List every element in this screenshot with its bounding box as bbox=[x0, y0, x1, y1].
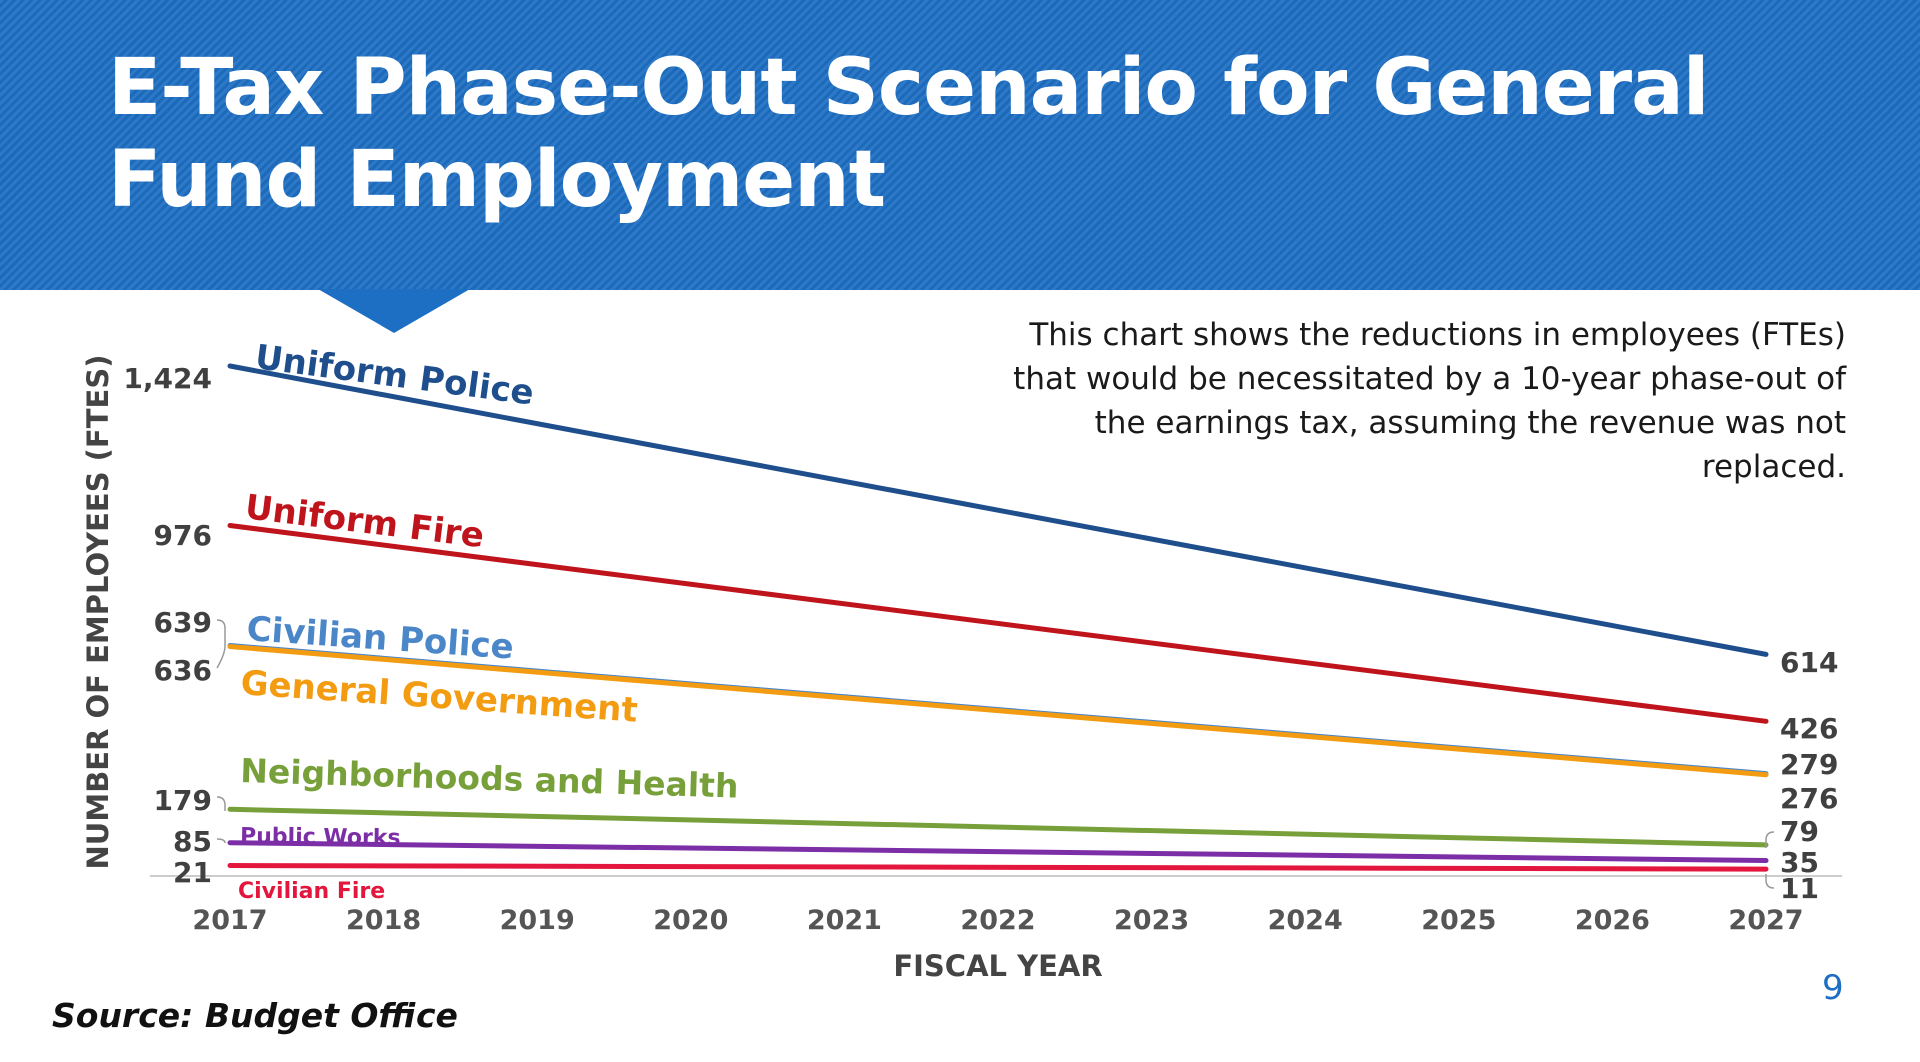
series-line-civilian-fire bbox=[227, 863, 1769, 872]
label-bracket bbox=[1765, 831, 1775, 848]
series-label-uniform-police: Uniform Police bbox=[253, 337, 536, 413]
x-tick-label: 2021 bbox=[807, 905, 882, 936]
start-value-label: 639 bbox=[154, 606, 212, 639]
x-axis-title: FISCAL YEAR bbox=[893, 949, 1102, 983]
x-tick-label: 2022 bbox=[960, 905, 1035, 936]
end-value-label: 614 bbox=[1780, 646, 1838, 679]
series-label-civilian-fire: Civilian Fire bbox=[238, 879, 385, 904]
label-bracket bbox=[1765, 874, 1775, 889]
end-value-label: 279 bbox=[1780, 748, 1838, 781]
label-bracket bbox=[216, 838, 226, 844]
label-bracket bbox=[216, 619, 226, 669]
series-line-uniform-police bbox=[227, 363, 1769, 657]
x-tick-label: 2025 bbox=[1421, 905, 1496, 936]
start-value-label: 21 bbox=[173, 856, 212, 889]
x-tick-label: 2023 bbox=[1114, 905, 1189, 936]
x-tick-label: 2027 bbox=[1728, 905, 1803, 936]
x-tick-label: 2017 bbox=[192, 905, 267, 936]
start-value-label: 636 bbox=[154, 654, 212, 687]
start-value-label: 1,424 bbox=[123, 362, 212, 395]
source-note: Source: Budget Office bbox=[52, 996, 458, 1035]
start-value-label: 976 bbox=[154, 519, 212, 552]
end-value-label: 79 bbox=[1780, 815, 1819, 848]
start-value-label: 85 bbox=[173, 825, 212, 858]
y-axis-title: NUMBER OF EMPLOYEES (FTES) bbox=[81, 355, 115, 870]
series-line-uniform-fire bbox=[227, 523, 1769, 724]
page-number: 9 bbox=[1822, 968, 1844, 1008]
series-label-uniform-fire: Uniform Fire bbox=[243, 487, 486, 556]
series-line-neighborhoods-and-health bbox=[227, 806, 1769, 848]
label-bracket bbox=[216, 796, 226, 811]
start-value-label: 179 bbox=[154, 784, 212, 817]
x-tick-label: 2019 bbox=[500, 905, 575, 936]
series-line-public-works bbox=[227, 840, 1769, 864]
x-tick-label: 2018 bbox=[346, 905, 421, 936]
x-tick-label: 2024 bbox=[1268, 905, 1343, 936]
x-tick-label: 2020 bbox=[653, 905, 728, 936]
series-label-neighborhoods-and-health: Neighborhoods and Health bbox=[240, 751, 739, 806]
title-banner bbox=[0, 0, 1920, 290]
series-label-public-works: Public Works bbox=[240, 824, 401, 851]
end-value-label: 11 bbox=[1780, 872, 1819, 905]
series-line-general-government bbox=[227, 644, 1769, 778]
chart-description: This chart shows the reductions in emplo… bbox=[1013, 317, 1846, 485]
banner-pointer bbox=[318, 289, 470, 333]
end-value-label: 35 bbox=[1780, 846, 1819, 879]
end-value-label: 276 bbox=[1780, 782, 1838, 815]
slide-title: E-Tax Phase-Out Scenario for General Fun… bbox=[108, 43, 1710, 225]
x-tick-label: 2026 bbox=[1575, 905, 1650, 936]
end-value-label: 426 bbox=[1780, 712, 1838, 745]
